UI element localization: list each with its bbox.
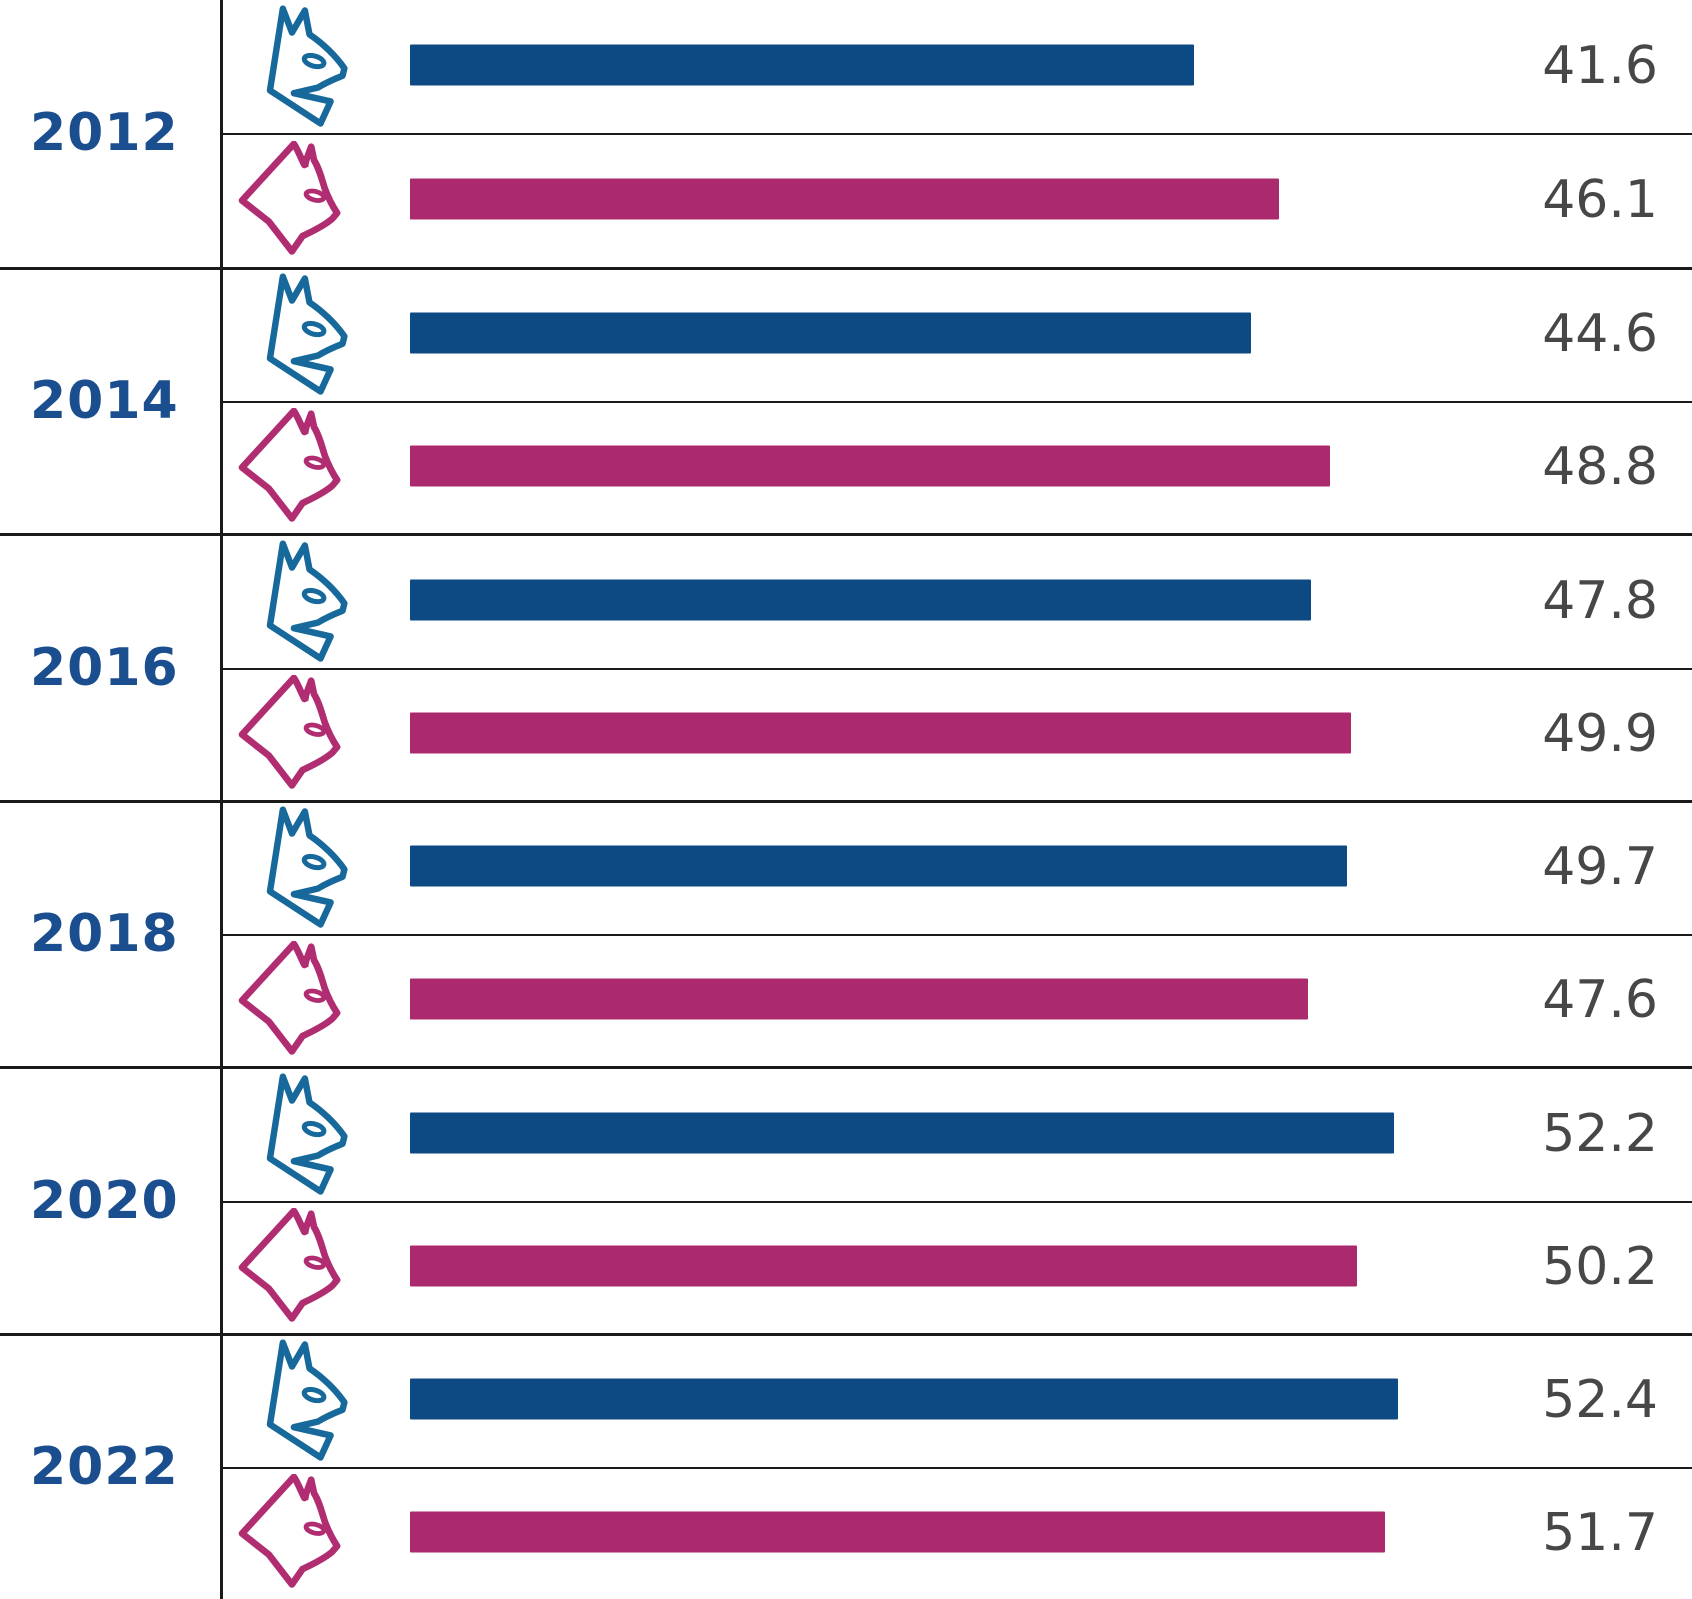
dog-icon — [238, 273, 358, 397]
cat-icon — [238, 140, 344, 261]
dog-value-label: 47.8 — [1542, 570, 1658, 631]
dog-row: 49.7 — [222, 803, 1692, 935]
dog-bar — [410, 1112, 1395, 1154]
dog-icon — [238, 540, 358, 664]
dog-value-label: 44.6 — [1542, 304, 1658, 365]
cat-value-label: 47.6 — [1542, 969, 1658, 1030]
year-block: 2014 44.6 — [0, 266, 1692, 534]
cat-bar — [410, 712, 1351, 754]
cat-value-label: 49.9 — [1542, 703, 1658, 764]
year-block: 2016 47.8 — [0, 533, 1692, 800]
dog-row: 41.6 — [222, 0, 1692, 133]
dog-value-label: 49.7 — [1542, 837, 1658, 898]
cat-bar — [410, 445, 1331, 487]
dog-bar — [410, 312, 1252, 354]
dog-row: 52.4 — [222, 1336, 1692, 1468]
dog-value-label: 52.2 — [1542, 1103, 1658, 1164]
year-block: 2020 52.2 — [0, 1066, 1692, 1333]
year-label: 2014 — [30, 371, 179, 432]
dog-row: 52.2 — [222, 1069, 1692, 1201]
cat-value-label: 50.2 — [1542, 1236, 1658, 1297]
year-label: 2012 — [30, 103, 179, 164]
year-label: 2016 — [30, 637, 179, 698]
year-block: 2018 49.7 — [0, 799, 1692, 1067]
dog-value-label: 52.4 — [1542, 1370, 1658, 1431]
dog-bar — [410, 44, 1195, 86]
cat-value-label: 51.7 — [1542, 1502, 1658, 1563]
cat-value-label: 48.8 — [1542, 436, 1658, 497]
year-label: 2018 — [30, 904, 179, 965]
cat-row: 47.6 — [222, 934, 1692, 1066]
dog-value-label: 41.6 — [1542, 35, 1658, 96]
cat-icon — [238, 1474, 344, 1594]
cat-bar — [410, 178, 1280, 220]
dog-icon — [238, 5, 358, 129]
cat-bar — [410, 1245, 1357, 1287]
cat-bar — [410, 1511, 1385, 1553]
dog-icon — [238, 1339, 358, 1463]
cat-icon — [238, 408, 344, 528]
cat-bar — [410, 978, 1308, 1020]
cat-icon — [238, 1207, 344, 1328]
cat-row: 46.1 — [222, 133, 1692, 266]
cat-row: 49.9 — [222, 667, 1692, 800]
dog-icon — [238, 806, 358, 930]
year-block: 2022 52.4 — [0, 1332, 1692, 1599]
dog-row: 47.8 — [222, 536, 1692, 668]
cat-row: 50.2 — [222, 1200, 1692, 1333]
cat-icon — [238, 674, 344, 795]
dog-row: 44.6 — [222, 270, 1692, 402]
dog-bar — [410, 579, 1312, 621]
dog-bar — [410, 1378, 1399, 1420]
cat-row: 48.8 — [222, 401, 1692, 533]
year-block: 2012 41.6 — [0, 0, 1692, 267]
cat-row: 51.7 — [222, 1467, 1692, 1599]
dog-icon — [238, 1073, 358, 1197]
cat-value-label: 46.1 — [1542, 169, 1658, 230]
year-label: 2020 — [30, 1170, 179, 1231]
year-label: 2022 — [30, 1437, 179, 1498]
cat-icon — [238, 941, 344, 1061]
dog-bar — [410, 845, 1348, 887]
